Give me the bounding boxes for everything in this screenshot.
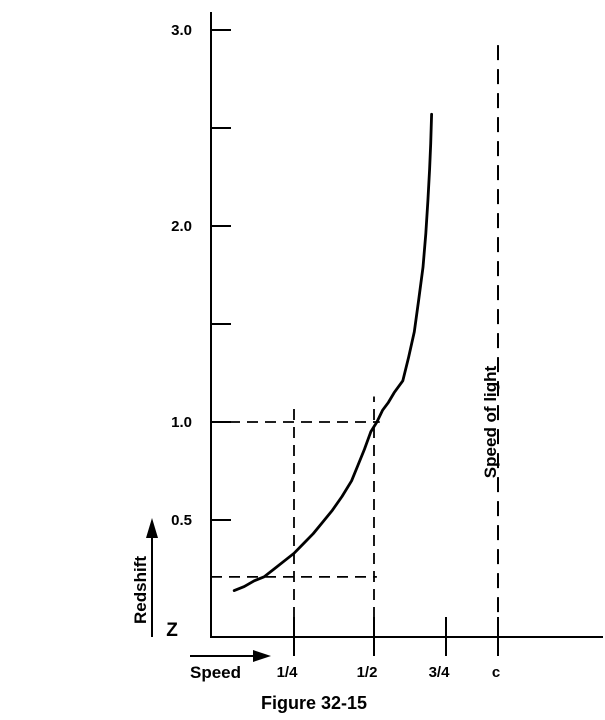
x-axis-label: Speed	[190, 663, 241, 682]
y-tick-label: 2.0	[171, 218, 192, 235]
y-tick-label: 3.0	[171, 22, 192, 39]
right-arrow-icon	[253, 650, 271, 662]
figure-caption: Figure 32-15	[261, 693, 367, 713]
up-arrow-icon	[146, 518, 158, 538]
y-tick-label: 0.5	[171, 512, 192, 529]
y-axis-symbol: Z	[166, 620, 178, 641]
x-tick-label: 3/4	[429, 664, 451, 681]
y-axis-label: Redshift	[131, 556, 150, 624]
x-tick-label: c	[492, 664, 500, 681]
x-tick-label: 1/2	[357, 664, 378, 681]
speed-of-light-label: Speed of light	[481, 365, 500, 478]
redshift-curve	[232, 112, 434, 592]
y-tick-label: 1.0	[171, 414, 192, 431]
x-tick-label: 1/4	[277, 664, 299, 681]
